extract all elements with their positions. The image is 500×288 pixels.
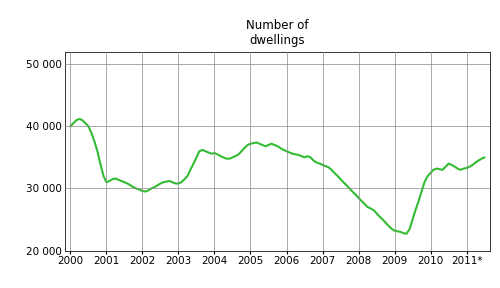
Title: Number of
dwellings: Number of dwellings (246, 19, 309, 47)
